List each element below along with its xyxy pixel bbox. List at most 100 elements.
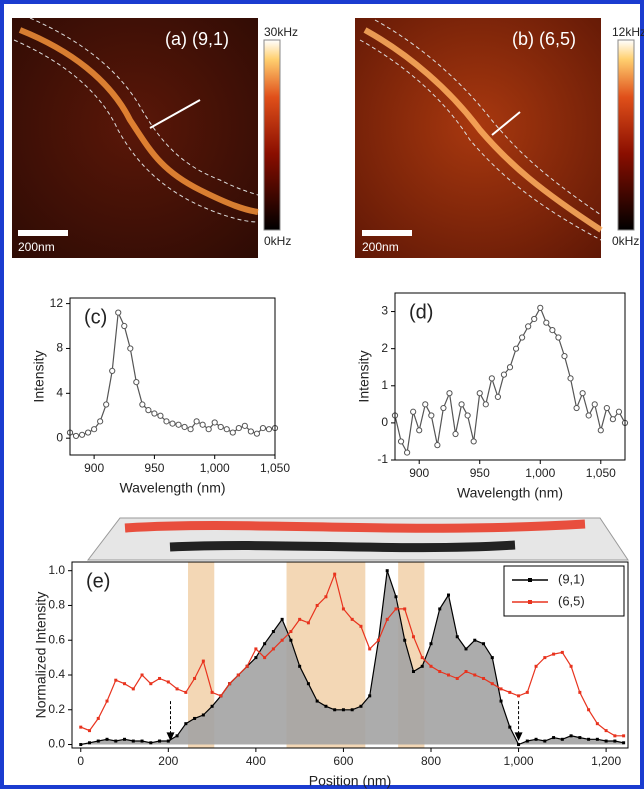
marker: [193, 716, 197, 720]
marker: [140, 673, 144, 677]
image-b: (b) (6,5) 200nm 12kHz 0kHz: [355, 18, 644, 258]
area: [80, 570, 624, 745]
marker: [440, 404, 447, 412]
marker: [561, 352, 568, 360]
legend-marker: [528, 578, 532, 582]
y-tick-label: -1: [377, 452, 388, 466]
marker: [158, 739, 162, 743]
x-tick-label: 900: [84, 461, 104, 475]
marker: [350, 617, 354, 621]
marker: [506, 364, 514, 371]
x-axis-label: Wavelength (nm): [457, 485, 563, 501]
marker: [494, 393, 501, 401]
marker: [416, 427, 423, 434]
x-tick-label: 1,000: [200, 461, 230, 475]
marker: [613, 734, 617, 738]
marker: [411, 670, 415, 674]
marker: [438, 607, 442, 611]
marker: [229, 429, 236, 436]
marker: [306, 621, 310, 625]
marker: [560, 650, 564, 654]
marker: [499, 699, 503, 703]
marker: [552, 736, 556, 740]
marker: [473, 673, 477, 677]
marker: [289, 630, 293, 634]
marker: [263, 642, 267, 646]
marker: [254, 647, 258, 651]
marker: [490, 682, 494, 686]
marker: [579, 390, 586, 397]
y-tick-label: 0.4: [48, 667, 65, 681]
marker: [245, 664, 249, 668]
plot-frame: [394, 292, 626, 461]
x-axis-label: Position (nm): [309, 773, 391, 789]
marker: [219, 694, 223, 698]
scale-bar-label: 200nm: [18, 240, 55, 254]
marker: [473, 638, 477, 642]
marker: [411, 635, 415, 639]
marker: [341, 607, 345, 611]
marker: [158, 676, 162, 680]
y-tick-label: 0: [381, 415, 388, 429]
marker: [140, 739, 144, 743]
marker: [464, 412, 471, 419]
y-tick-label: 0.2: [48, 702, 65, 716]
marker: [166, 739, 170, 743]
marker: [259, 424, 267, 432]
marker: [175, 687, 179, 691]
marker: [211, 419, 218, 426]
marker: [578, 690, 582, 694]
marker: [247, 428, 254, 435]
colorbar-max: 30kHz: [264, 25, 298, 39]
marker: [254, 656, 258, 660]
marker: [429, 664, 433, 668]
marker: [368, 694, 372, 698]
marker: [241, 422, 248, 429]
marker: [289, 638, 293, 642]
marker: [567, 375, 574, 382]
marker: [103, 401, 110, 408]
marker: [280, 638, 284, 642]
marker: [306, 682, 310, 686]
marker: [464, 647, 468, 651]
marker: [458, 401, 465, 408]
y-tick-label: 4: [56, 385, 63, 399]
marker: [552, 652, 556, 656]
marker: [88, 741, 92, 745]
marker: [517, 694, 521, 698]
marker: [482, 676, 486, 680]
marker: [184, 722, 188, 726]
y-tick-label: 1.0: [48, 563, 65, 577]
marker: [482, 642, 486, 646]
marker: [543, 739, 547, 743]
marker: [569, 734, 573, 738]
marker: [385, 617, 389, 621]
marker: [333, 708, 337, 712]
marker: [121, 322, 128, 330]
marker: [420, 656, 424, 660]
marker: [422, 401, 429, 408]
marker: [169, 420, 176, 427]
marker: [149, 682, 153, 686]
marker: [72, 432, 80, 440]
marker: [78, 431, 86, 438]
marker: [166, 680, 170, 684]
marker: [114, 678, 118, 682]
x-tick-label: 200: [158, 754, 178, 768]
marker: [210, 690, 214, 694]
nanotube-illustration: [86, 517, 629, 561]
marker: [604, 739, 608, 743]
marker: [587, 708, 591, 712]
marker: [403, 607, 407, 611]
marker: [385, 569, 389, 573]
marker: [622, 741, 626, 745]
marker: [324, 595, 328, 599]
marker: [105, 737, 109, 741]
y-tick-label: 0.0: [48, 737, 65, 751]
marker: [434, 442, 441, 449]
image-label: (a) (9,1): [165, 29, 229, 49]
y-axis-label: Intensity: [356, 350, 372, 402]
x-tick-label: 1,200: [591, 754, 621, 768]
marker: [265, 426, 273, 433]
marker: [613, 739, 617, 743]
